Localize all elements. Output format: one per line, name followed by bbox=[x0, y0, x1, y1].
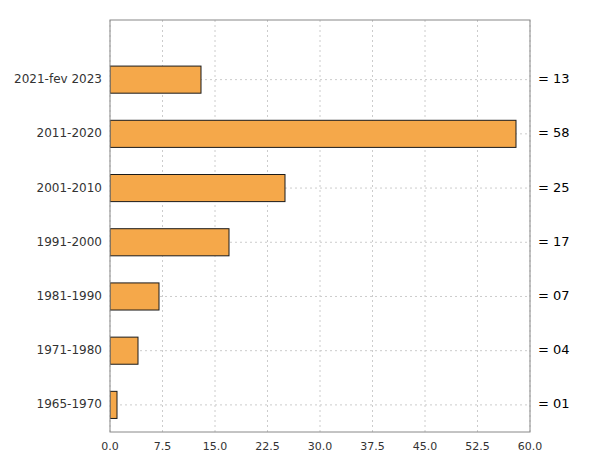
x-tick-label: 30.0 bbox=[308, 440, 333, 453]
y-tick-label: 1981-1990 bbox=[37, 289, 102, 303]
y-grid-line bbox=[110, 350, 530, 351]
y-tick-label: 1971-1980 bbox=[37, 343, 102, 357]
x-grid-line bbox=[425, 20, 426, 432]
plot-frame bbox=[110, 20, 530, 432]
chart-svg: 0.0 7.5 15.0 22.5 30.0 37.5 45.0 52.5 60.0 1965-1… bbox=[0, 0, 596, 472]
bar bbox=[110, 283, 159, 310]
data-label: = 17 bbox=[538, 234, 570, 249]
x-grid-line bbox=[477, 20, 478, 432]
bars bbox=[110, 66, 516, 418]
data-label: = 04 bbox=[538, 342, 570, 357]
bar bbox=[110, 120, 516, 147]
bar bbox=[110, 337, 138, 364]
chart-container: 0.0 7.5 15.0 22.5 30.0 37.5 45.0 52.5 60.0 1965-1… bbox=[0, 0, 596, 472]
x-tick-label: 22.5 bbox=[255, 440, 280, 453]
x-tick-label: 37.5 bbox=[360, 440, 385, 453]
y-tick-label: 2021-fev 2023 bbox=[14, 72, 102, 86]
data-label: = 07 bbox=[538, 288, 570, 303]
x-grid-line bbox=[267, 20, 268, 432]
x-grid-line bbox=[320, 20, 321, 432]
data-label: = 58 bbox=[538, 125, 570, 140]
data-label: = 13 bbox=[538, 71, 570, 86]
bar bbox=[110, 229, 229, 256]
x-tick-label: 15.0 bbox=[203, 440, 228, 453]
bar bbox=[110, 66, 201, 93]
y-tick-label: 1965-1970 bbox=[37, 397, 102, 411]
bar bbox=[110, 391, 117, 418]
y-grid-line bbox=[110, 296, 530, 297]
x-grid-line bbox=[372, 20, 373, 432]
y-tick-label: 1991-2000 bbox=[37, 235, 102, 249]
x-tick-label: 52.5 bbox=[465, 440, 490, 453]
x-tick-label: 45.0 bbox=[413, 440, 438, 453]
grid bbox=[110, 20, 530, 432]
data-label: = 25 bbox=[538, 180, 570, 195]
x-tick-label: 60.0 bbox=[518, 440, 543, 453]
y-grid-line bbox=[110, 404, 530, 405]
x-grid-line bbox=[215, 20, 216, 432]
y-tick-label: 2001-2010 bbox=[37, 181, 102, 195]
data-label: = 01 bbox=[538, 396, 570, 411]
bar bbox=[110, 175, 285, 202]
x-tick-label: 7.5 bbox=[154, 440, 172, 453]
y-tick-label: 2011-2020 bbox=[37, 126, 102, 140]
x-tick-label: 0.0 bbox=[101, 440, 119, 453]
